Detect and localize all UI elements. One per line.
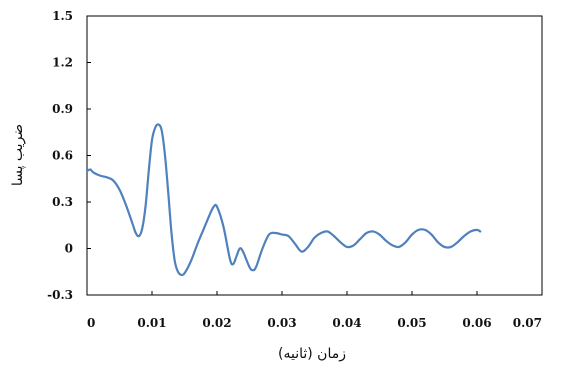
x-tick-label: 0.01 — [137, 316, 166, 330]
x-tick-label: 0.02 — [202, 316, 231, 330]
y-axis-title: ضریب پسا — [10, 124, 26, 186]
series-line — [85, 123, 482, 277]
x-axis: 0 0.01 0.02 0.03 0.04 0.05 0.06 0.07 — [86, 291, 543, 330]
y-tick-label: 0.3 — [52, 195, 73, 209]
y-tick-label: 0.9 — [52, 102, 73, 116]
y-tick-label: 0.6 — [52, 149, 73, 163]
y-tick-label: 1.5 — [52, 9, 73, 23]
x-tick-label: 0.03 — [267, 316, 296, 330]
x-tick-label: 0.05 — [397, 316, 426, 330]
x-tick-label: 0.04 — [332, 316, 361, 330]
y-tick-label: 0 — [65, 242, 73, 256]
plot-area — [86, 15, 543, 296]
x-tick-label: 0 — [87, 316, 95, 330]
x-tick-label: 0.07 — [513, 316, 542, 330]
y-axis: 1.5 1.2 0.9 0.6 0.3 0 -0.3 — [47, 9, 91, 302]
x-tick-label: 0.06 — [462, 316, 491, 330]
y-tick-label: 1.2 — [52, 56, 73, 70]
y-tick-label: -0.3 — [47, 288, 73, 302]
x-axis-title: زمان (ثانیه) — [278, 346, 346, 362]
